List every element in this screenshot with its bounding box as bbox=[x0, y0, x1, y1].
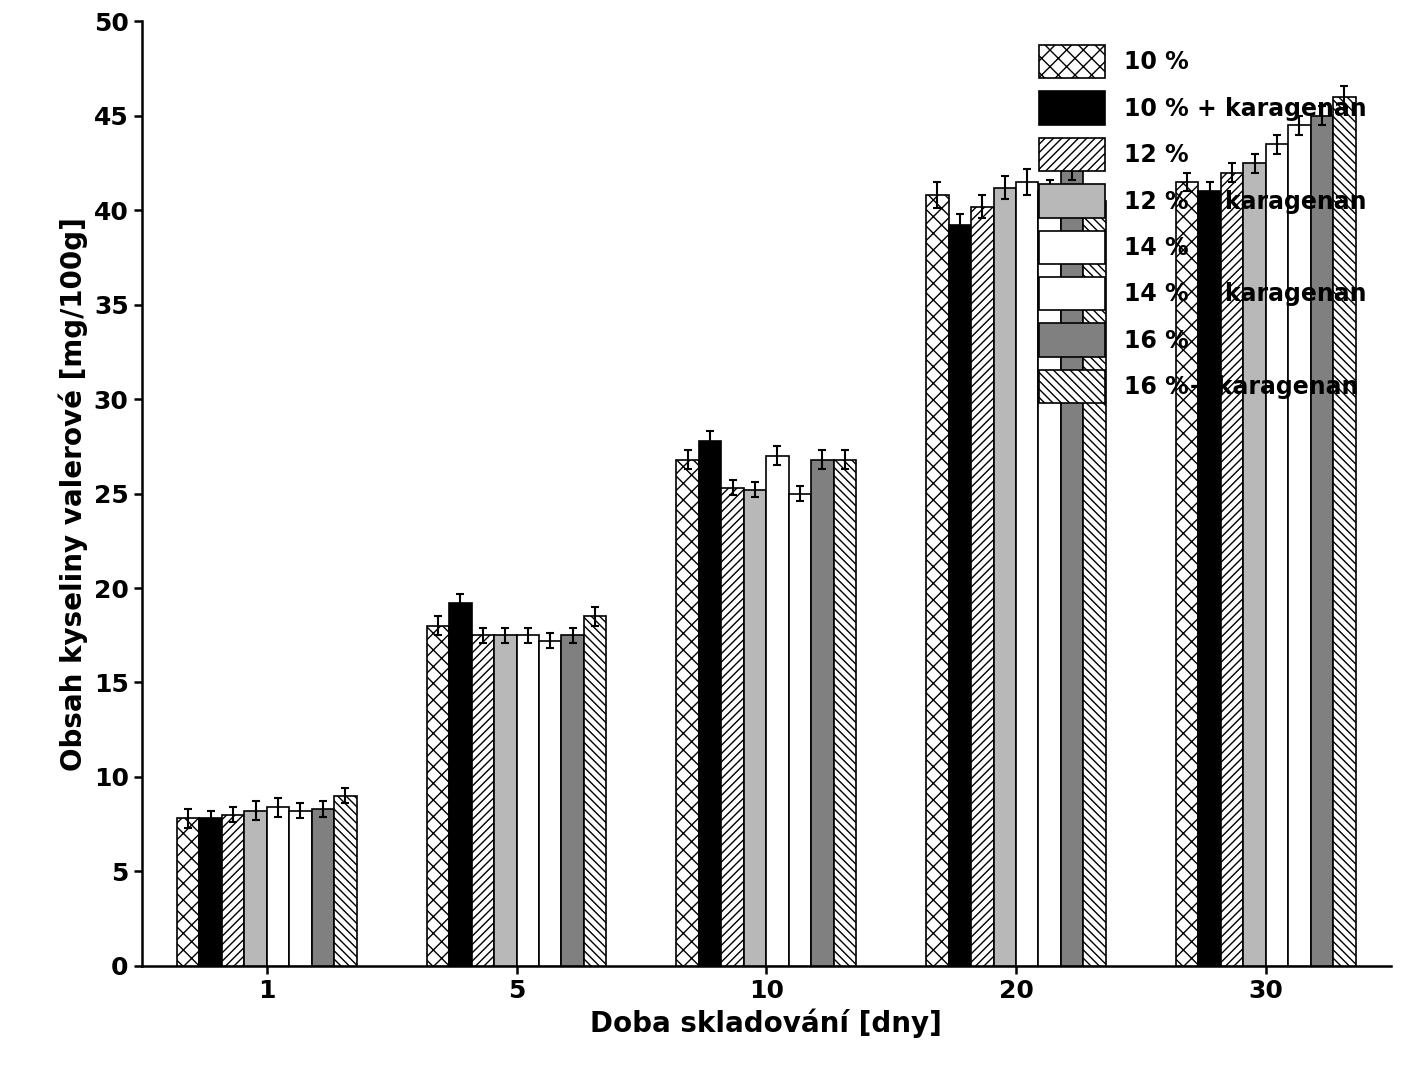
Bar bbox=[1288, 126, 1311, 966]
Bar bbox=[517, 635, 539, 966]
Bar bbox=[244, 811, 267, 966]
Bar bbox=[335, 796, 356, 966]
Bar bbox=[948, 225, 971, 966]
Bar bbox=[494, 635, 517, 966]
Bar bbox=[993, 188, 1016, 966]
Bar bbox=[1243, 163, 1266, 966]
Bar bbox=[721, 488, 744, 966]
Bar bbox=[766, 456, 789, 966]
Bar bbox=[1039, 191, 1061, 966]
X-axis label: Doba skladování [dny]: Doba skladování [dny] bbox=[590, 1009, 942, 1038]
Bar bbox=[267, 807, 289, 966]
Bar bbox=[471, 635, 494, 966]
Bar bbox=[427, 626, 448, 966]
Bar bbox=[448, 603, 471, 966]
Bar bbox=[971, 206, 993, 966]
Legend: 10 %, 10 % + karagenan, 12 %, 12 % + karagenan, 14 %, 14 % + karagenan, 16 %, 16: 10 %, 10 % + karagenan, 12 %, 12 % + kar… bbox=[1027, 33, 1379, 415]
Bar bbox=[539, 641, 562, 966]
Bar bbox=[834, 459, 856, 966]
Bar bbox=[585, 616, 606, 966]
Bar bbox=[1198, 191, 1220, 966]
Bar bbox=[562, 635, 585, 966]
Bar bbox=[744, 489, 766, 966]
Bar bbox=[1016, 182, 1039, 966]
Bar bbox=[812, 459, 834, 966]
Bar bbox=[1311, 116, 1334, 966]
Bar bbox=[789, 494, 812, 966]
Y-axis label: Obsah kyseliny valerové [mg/100g]: Obsah kyseliny valerové [mg/100g] bbox=[58, 217, 88, 770]
Bar bbox=[1084, 201, 1105, 966]
Bar bbox=[199, 819, 221, 966]
Bar bbox=[1176, 182, 1198, 966]
Bar bbox=[312, 809, 335, 966]
Bar bbox=[1266, 144, 1288, 966]
Bar bbox=[1334, 97, 1355, 966]
Bar bbox=[698, 441, 721, 966]
Bar bbox=[1061, 168, 1084, 966]
Bar bbox=[221, 814, 244, 966]
Bar bbox=[927, 195, 948, 966]
Bar bbox=[677, 459, 698, 966]
Bar bbox=[177, 819, 199, 966]
Bar bbox=[1220, 173, 1243, 966]
Bar bbox=[289, 811, 312, 966]
